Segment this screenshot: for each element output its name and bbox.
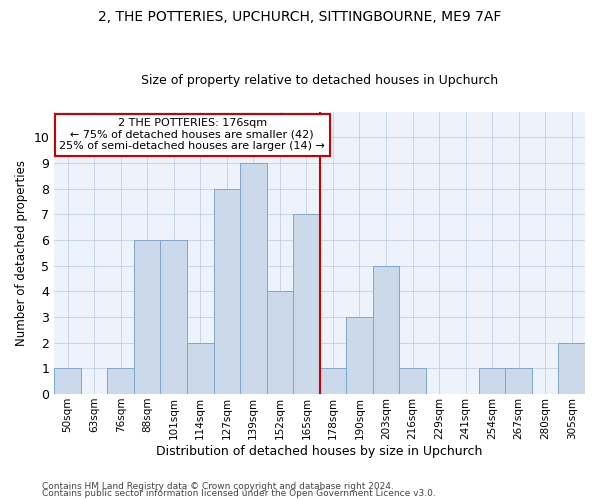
Bar — [134, 240, 160, 394]
Text: Contains HM Land Registry data © Crown copyright and database right 2024.: Contains HM Land Registry data © Crown c… — [42, 482, 394, 491]
Bar — [293, 214, 320, 394]
Bar — [107, 368, 134, 394]
Bar — [187, 342, 214, 394]
Bar — [266, 292, 293, 394]
X-axis label: Distribution of detached houses by size in Upchurch: Distribution of detached houses by size … — [157, 444, 483, 458]
Bar — [559, 342, 585, 394]
Bar — [160, 240, 187, 394]
Bar — [240, 163, 266, 394]
Bar — [346, 317, 373, 394]
Text: 2 THE POTTERIES: 176sqm
← 75% of detached houses are smaller (42)
25% of semi-de: 2 THE POTTERIES: 176sqm ← 75% of detache… — [59, 118, 325, 152]
Bar — [214, 189, 240, 394]
Bar — [399, 368, 426, 394]
Title: Size of property relative to detached houses in Upchurch: Size of property relative to detached ho… — [141, 74, 498, 87]
Bar — [479, 368, 505, 394]
Bar — [320, 368, 346, 394]
Bar — [373, 266, 399, 394]
Text: Contains public sector information licensed under the Open Government Licence v3: Contains public sector information licen… — [42, 490, 436, 498]
Bar — [54, 368, 81, 394]
Text: 2, THE POTTERIES, UPCHURCH, SITTINGBOURNE, ME9 7AF: 2, THE POTTERIES, UPCHURCH, SITTINGBOURN… — [98, 10, 502, 24]
Y-axis label: Number of detached properties: Number of detached properties — [15, 160, 28, 346]
Bar — [505, 368, 532, 394]
